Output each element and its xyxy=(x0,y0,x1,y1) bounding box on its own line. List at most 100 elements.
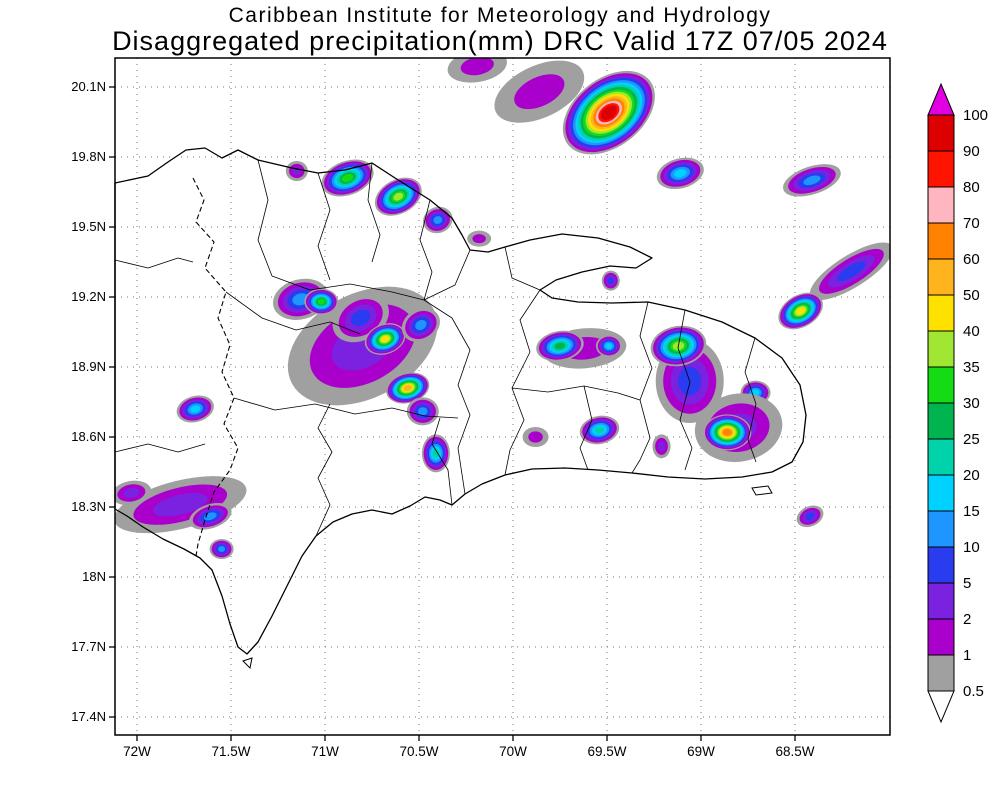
colorbar-segment xyxy=(927,258,955,296)
province-boundary xyxy=(257,159,273,277)
lon-tick-label: 72W xyxy=(123,744,151,759)
precip-contour xyxy=(652,434,671,459)
province-boundary xyxy=(271,275,425,301)
colorbar-tick-label: 60 xyxy=(963,251,980,268)
colorbar: 100 90 80 70 60 50 40 35 30 25 20 15 10 5 2 1 0.5 xyxy=(927,82,988,724)
colorbar-tick-label: 70 xyxy=(963,215,980,232)
precip-contour-ring xyxy=(674,169,687,178)
lon-tick-label: 69W xyxy=(687,744,715,759)
colorbar-segment xyxy=(927,438,955,476)
precip-contour-ring xyxy=(403,384,412,392)
lat-tick-label: 17.4N xyxy=(71,709,106,724)
precip-contour-ring xyxy=(460,58,494,76)
precip-contour-ring xyxy=(432,448,440,459)
colorbar-segment xyxy=(927,510,955,548)
province-boundary xyxy=(677,309,693,471)
province-boundary xyxy=(225,291,361,335)
precip-contour xyxy=(595,334,622,357)
colorbar-tick-label: 50 xyxy=(963,287,980,304)
gridlines xyxy=(109,58,890,741)
precip-contour xyxy=(176,395,214,423)
precip-contour-ring xyxy=(341,173,354,183)
precip-contour xyxy=(562,70,655,155)
province-boundary xyxy=(114,443,206,453)
province-boundary xyxy=(114,257,194,269)
province-boundary xyxy=(504,246,541,291)
colorbar-tick-label: 0.5 xyxy=(963,683,984,700)
province-boundary xyxy=(423,299,471,495)
colorbar-tick-label: 100 xyxy=(963,107,988,124)
precip-contour-ring xyxy=(351,309,371,327)
precip-contour-ring xyxy=(722,428,732,436)
province-boundary xyxy=(511,385,641,401)
colorbar-segment xyxy=(927,618,955,656)
haiti-dr-border xyxy=(192,177,239,557)
precip-contour xyxy=(406,397,439,426)
precipitation-shading xyxy=(115,58,890,559)
precip-contour xyxy=(809,242,890,301)
colorbar-tick-label: 25 xyxy=(963,431,980,448)
map-boundaries xyxy=(114,147,807,670)
colorbar-segment xyxy=(927,222,955,260)
precip-contour-ring xyxy=(152,492,208,517)
lon-tick-label: 68.5W xyxy=(775,744,814,759)
precip-contour-ring xyxy=(190,405,201,413)
precip-contour xyxy=(332,293,389,343)
precip-contour xyxy=(783,164,841,197)
precip-contour-ring xyxy=(605,343,613,349)
lat-tick-label: 19.2N xyxy=(71,289,106,304)
coastline xyxy=(114,147,807,655)
colorbar-segment xyxy=(927,474,955,512)
institute-title: Caribbean Institute for Meteorology and … xyxy=(228,4,772,27)
precip-contour xyxy=(421,434,450,473)
precip-contour xyxy=(536,330,584,362)
colorbar-segment xyxy=(927,150,955,188)
precip-contour-ring xyxy=(415,319,427,331)
colorbar-tick-label: 10 xyxy=(963,539,980,556)
precip-contour-ring xyxy=(418,407,428,416)
precip-contour xyxy=(796,505,824,528)
colorbar-tick-label: 30 xyxy=(963,395,980,412)
precip-contour xyxy=(423,206,453,234)
province-boundary xyxy=(315,403,333,537)
precip-contour-ring xyxy=(393,192,404,201)
lat-tick-label: 20.1N xyxy=(71,79,106,94)
precip-contour xyxy=(447,58,507,83)
lon-tick-label: 70W xyxy=(499,744,527,759)
lon-tick-label: 71W xyxy=(311,744,339,759)
colorbar-segment xyxy=(927,114,955,152)
precip-contour xyxy=(304,288,339,315)
precip-contour xyxy=(189,503,232,530)
precip-contour-ring xyxy=(433,216,443,224)
lon-tick-label: 69.5W xyxy=(587,744,626,759)
colorbar-tick-label: 40 xyxy=(963,323,980,340)
lat-tick-label: 18.6N xyxy=(71,429,106,444)
colorbar-segment xyxy=(927,546,955,584)
lon-tick-label: 71.5W xyxy=(211,744,250,759)
precip-contour-ring xyxy=(514,74,565,110)
province-boundary xyxy=(431,417,453,506)
lat-tick-label: 19.8N xyxy=(71,149,106,164)
colorbar-segment xyxy=(927,294,955,332)
precip-contour-ring xyxy=(837,261,866,282)
precip-contour-ring xyxy=(805,512,815,521)
colorbar-segment xyxy=(927,402,955,440)
precip-contour-ring xyxy=(594,426,605,434)
precip-contour xyxy=(364,323,406,355)
province-boundary xyxy=(367,162,381,263)
colorbar-tick-label: 90 xyxy=(963,143,980,160)
province-boundary xyxy=(419,199,433,301)
precip-contour-ring xyxy=(751,389,760,396)
precip-contour xyxy=(656,157,704,190)
precip-contour xyxy=(374,177,422,216)
precip-contour xyxy=(401,307,440,343)
plot-title: Disaggregated precipitation(mm) DRC Vali… xyxy=(112,26,888,56)
colorbar-over-arrow xyxy=(927,82,955,116)
province-boundary xyxy=(579,385,593,471)
colorbar-tick-label: 2 xyxy=(963,611,971,628)
colorbar-tick-label: 80 xyxy=(963,179,980,196)
colorbar-tick-label: 1 xyxy=(963,647,971,664)
lat-tick-label: 18.3N xyxy=(71,499,106,514)
precip-contour xyxy=(703,414,752,451)
